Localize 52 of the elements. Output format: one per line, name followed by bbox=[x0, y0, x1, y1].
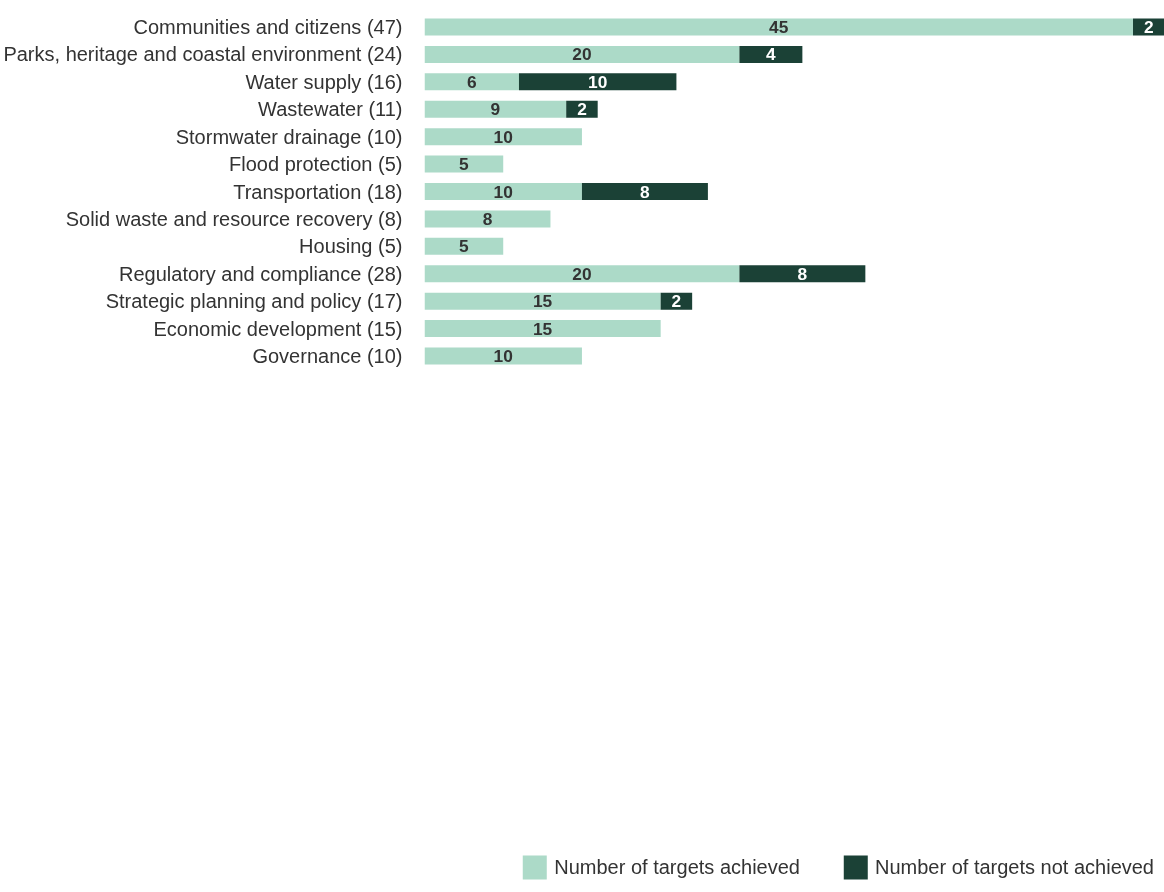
data-label: 8 bbox=[797, 263, 808, 284]
data-label: 10 bbox=[493, 181, 513, 202]
data-label: 2 bbox=[671, 291, 682, 312]
bar bbox=[424, 128, 582, 146]
data-label: 4 bbox=[766, 44, 777, 65]
bar bbox=[424, 183, 582, 200]
bar bbox=[424, 347, 582, 365]
legend-label: Number of targets achieved bbox=[554, 855, 800, 879]
data-label: 5 bbox=[459, 154, 470, 175]
bar bbox=[424, 73, 519, 91]
bar bbox=[424, 45, 740, 63]
y-tick-label: Stormwater drainage (10) bbox=[175, 125, 403, 148]
bar bbox=[424, 18, 1134, 36]
bar bbox=[424, 237, 504, 255]
data-label: 20 bbox=[572, 44, 592, 65]
y-tick-label: Communities and citizens (47) bbox=[133, 15, 403, 38]
bar bbox=[424, 155, 504, 173]
data-label: 10 bbox=[493, 126, 513, 147]
y-tick-label: Solid waste and resource recovery (8) bbox=[65, 207, 403, 230]
data-label: 8 bbox=[640, 181, 651, 202]
bar bbox=[424, 320, 661, 338]
y-tick-label: Strategic planning and policy (17) bbox=[105, 290, 403, 313]
data-label: 5 bbox=[459, 236, 470, 257]
data-label: 9 bbox=[490, 99, 501, 120]
data-label: 10 bbox=[493, 346, 513, 367]
y-tick-label: Water supply (16) bbox=[245, 70, 403, 93]
bar bbox=[739, 45, 803, 63]
data-label: 2 bbox=[577, 99, 587, 120]
bar bbox=[424, 292, 661, 310]
data-label: 15 bbox=[532, 291, 553, 312]
bar bbox=[424, 100, 567, 118]
bar bbox=[424, 265, 740, 283]
y-tick-label: Wastewater (11) bbox=[258, 98, 403, 121]
y-tick-label: Parks, heritage and coastal environment (24) bbox=[3, 43, 403, 66]
y-tick-label: Regulatory and compliance (28) bbox=[119, 262, 403, 285]
data-label: 45 bbox=[769, 16, 789, 37]
bar bbox=[581, 183, 708, 200]
y-tick-label: Housing (5) bbox=[299, 235, 403, 258]
bar bbox=[739, 265, 866, 283]
legend-label: Number of targets not achieved bbox=[874, 855, 1154, 879]
data-label: 15 bbox=[532, 318, 553, 339]
data-label: 6 bbox=[466, 71, 477, 92]
data-label: 10 bbox=[588, 71, 608, 92]
data-label: 2 bbox=[1143, 16, 1154, 37]
bar bbox=[424, 210, 551, 228]
y-tick-label: Economic development (15) bbox=[153, 317, 403, 340]
y-tick-label: Transportation (18) bbox=[233, 180, 403, 203]
data-label: 8 bbox=[482, 208, 493, 229]
bar bbox=[518, 73, 677, 91]
y-tick-label: Flood protection (5) bbox=[229, 153, 403, 176]
y-tick-label: Governance (10) bbox=[252, 345, 403, 368]
data-label: 20 bbox=[572, 263, 592, 284]
